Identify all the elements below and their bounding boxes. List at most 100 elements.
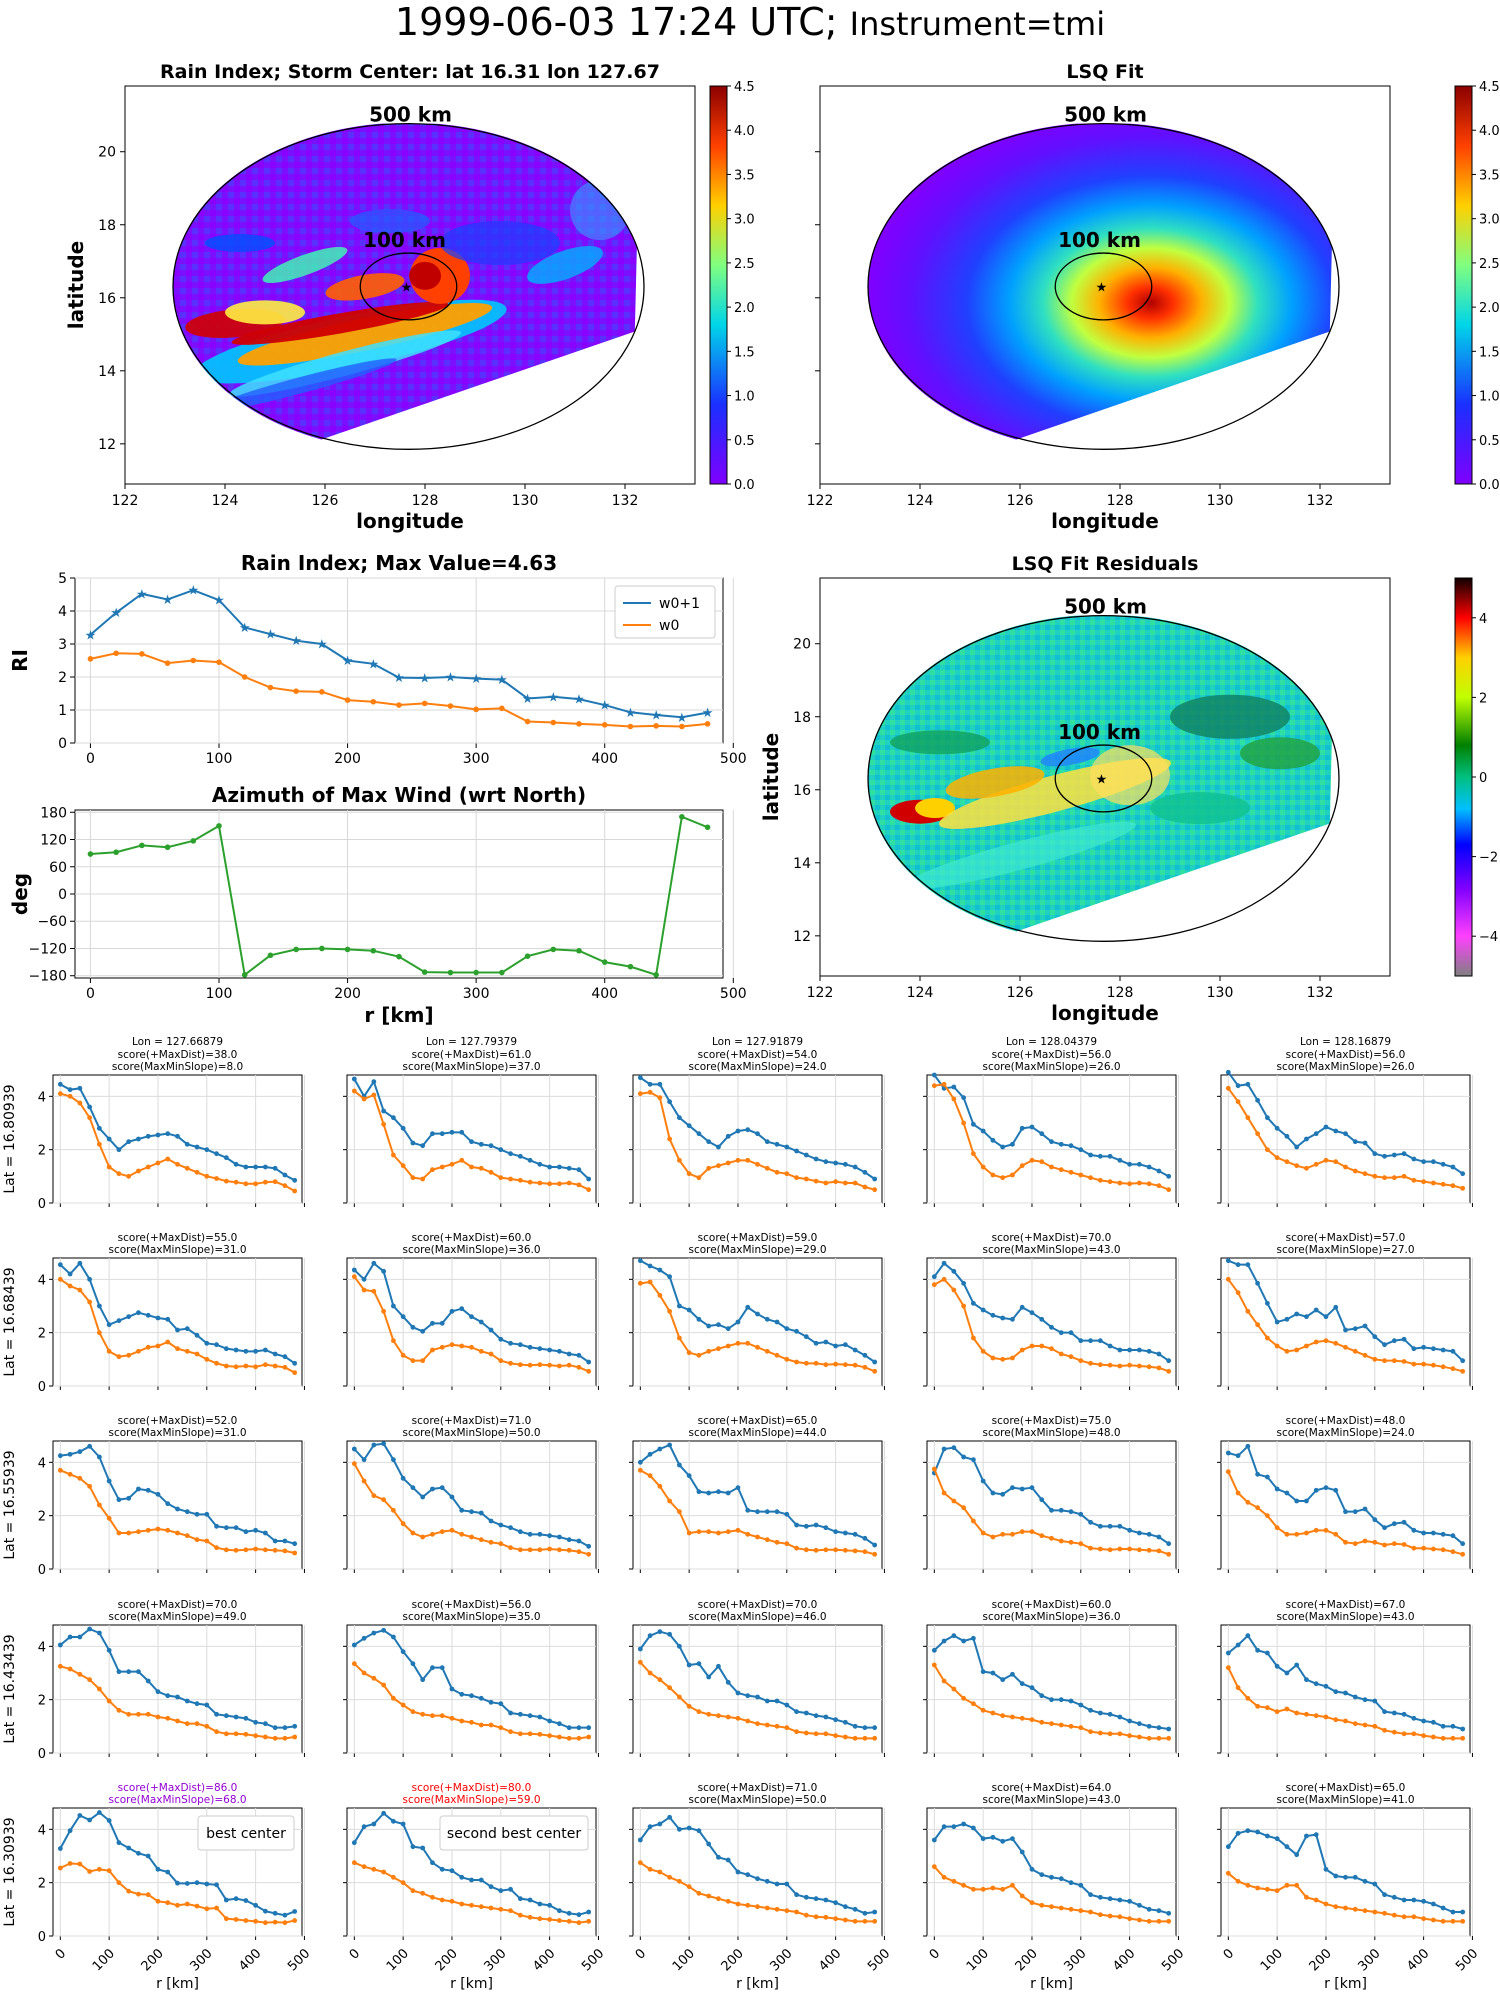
panel-score-maxminslope: score(MaxMinSlope)=26.0 xyxy=(982,1061,1120,1073)
data-point xyxy=(1117,1157,1123,1163)
data-point xyxy=(556,1363,562,1369)
x-tick-label: 400 xyxy=(591,986,618,1002)
y-axis-label: latitude xyxy=(759,733,783,821)
data-point xyxy=(381,1108,387,1114)
data-point xyxy=(813,1178,819,1184)
data-point xyxy=(1136,1917,1142,1923)
data-point xyxy=(439,1713,445,1719)
data-point xyxy=(319,689,325,695)
data-point xyxy=(961,1821,967,1827)
data-point xyxy=(469,1164,474,1170)
ring-label-500km: 500 km xyxy=(1064,103,1147,127)
data-point xyxy=(566,1910,572,1916)
data-point xyxy=(1411,1361,1417,1367)
y-tick-label: 2 xyxy=(38,1327,46,1342)
data-point xyxy=(190,657,197,664)
data-point xyxy=(396,953,402,960)
data-point xyxy=(1088,1892,1093,1898)
data-point xyxy=(233,1917,239,1922)
data-point xyxy=(566,1351,572,1357)
x-tick-label: 130 xyxy=(512,493,539,509)
data-point xyxy=(862,1535,868,1541)
data-point xyxy=(1401,1731,1407,1737)
data-point xyxy=(439,1665,445,1671)
data-point xyxy=(1460,1918,1466,1924)
data-point xyxy=(813,1522,819,1528)
data-point xyxy=(67,1471,73,1477)
data-point xyxy=(1264,1886,1270,1892)
y-tick-label: 12 xyxy=(793,929,811,945)
data-point xyxy=(862,1352,868,1358)
data-point xyxy=(243,1363,249,1369)
data-point xyxy=(1019,1125,1025,1131)
panel-score-maxdist: score(+MaxDist)=65.0 xyxy=(1286,1782,1406,1794)
data-point xyxy=(1245,1081,1251,1087)
panel-score-maxminslope: score(MaxMinSlope)=44.0 xyxy=(688,1427,826,1439)
data-point xyxy=(517,1547,523,1553)
data-point xyxy=(77,1100,83,1106)
data-point xyxy=(774,1352,780,1358)
data-point xyxy=(657,1267,663,1273)
data-point xyxy=(784,1171,790,1177)
data-point xyxy=(204,1723,210,1729)
data-point-star: ★ xyxy=(419,671,431,686)
y-tick-label: 0 xyxy=(58,736,67,752)
data-point xyxy=(175,1506,180,1512)
data-point xyxy=(1430,1159,1436,1165)
data-point xyxy=(676,1878,682,1884)
data-point xyxy=(1136,1530,1142,1536)
data-point xyxy=(1304,1833,1309,1839)
map-title: LSQ Fit xyxy=(1066,61,1143,83)
x-tick-label: 0 xyxy=(86,751,95,767)
panel-score-maxdist: score(+MaxDist)=54.0 xyxy=(698,1049,818,1061)
data-point xyxy=(1264,1474,1270,1480)
data-point xyxy=(1352,1139,1358,1145)
data-point xyxy=(459,1129,465,1135)
data-point xyxy=(1225,1258,1231,1264)
data-point xyxy=(136,1310,141,1316)
data-point xyxy=(556,1164,562,1170)
row-lat-label: Lat = 16.30939 xyxy=(2,1817,18,1926)
data-point xyxy=(980,1348,986,1354)
data-point xyxy=(233,1714,239,1720)
panel-score-maxdist: score(+MaxDist)=56.0 xyxy=(992,1049,1112,1061)
data-point xyxy=(1450,1723,1456,1729)
datetime-label: 1999-06-03 17:24 UTC; xyxy=(394,0,838,44)
colorbar-tick-label: 0.5 xyxy=(1479,434,1500,449)
data-point xyxy=(459,1507,465,1513)
data-point xyxy=(430,1320,435,1326)
data-point xyxy=(478,1877,484,1883)
data-point xyxy=(755,1876,760,1882)
data-point xyxy=(637,1258,643,1264)
data-point-star: ★ xyxy=(573,693,585,708)
x-tick-label: 200 xyxy=(1307,1946,1335,1974)
data-point xyxy=(57,1663,63,1669)
colorbar-tick-label: 1.0 xyxy=(1479,390,1500,405)
data-point xyxy=(1029,1124,1035,1130)
data-point xyxy=(1049,1164,1054,1170)
data-point xyxy=(1010,1531,1015,1537)
data-point xyxy=(1284,1882,1290,1888)
data-point xyxy=(1225,1870,1231,1876)
data-point xyxy=(637,1280,643,1286)
data-point xyxy=(1421,1718,1427,1724)
data-point xyxy=(145,1853,151,1859)
data-point xyxy=(794,1522,799,1528)
data-point xyxy=(1019,1486,1025,1492)
data-point xyxy=(204,1511,210,1517)
x-tick-label: 124 xyxy=(907,493,934,509)
data-point xyxy=(204,1906,210,1912)
y-tick-label: 0 xyxy=(38,1563,46,1578)
data-point xyxy=(1411,1527,1417,1533)
data-point xyxy=(96,1125,102,1131)
data-point xyxy=(145,1487,151,1493)
data-point xyxy=(716,1854,721,1860)
data-point xyxy=(508,1886,513,1892)
panel-score-maxminslope: score(MaxMinSlope)=59.0 xyxy=(402,1794,540,1806)
data-point xyxy=(784,1326,790,1332)
data-point xyxy=(473,969,479,976)
data-point xyxy=(1372,1517,1378,1523)
data-point xyxy=(241,972,248,978)
data-point xyxy=(498,1358,504,1364)
row-lat-label: Lat = 16.55939 xyxy=(2,1450,18,1559)
